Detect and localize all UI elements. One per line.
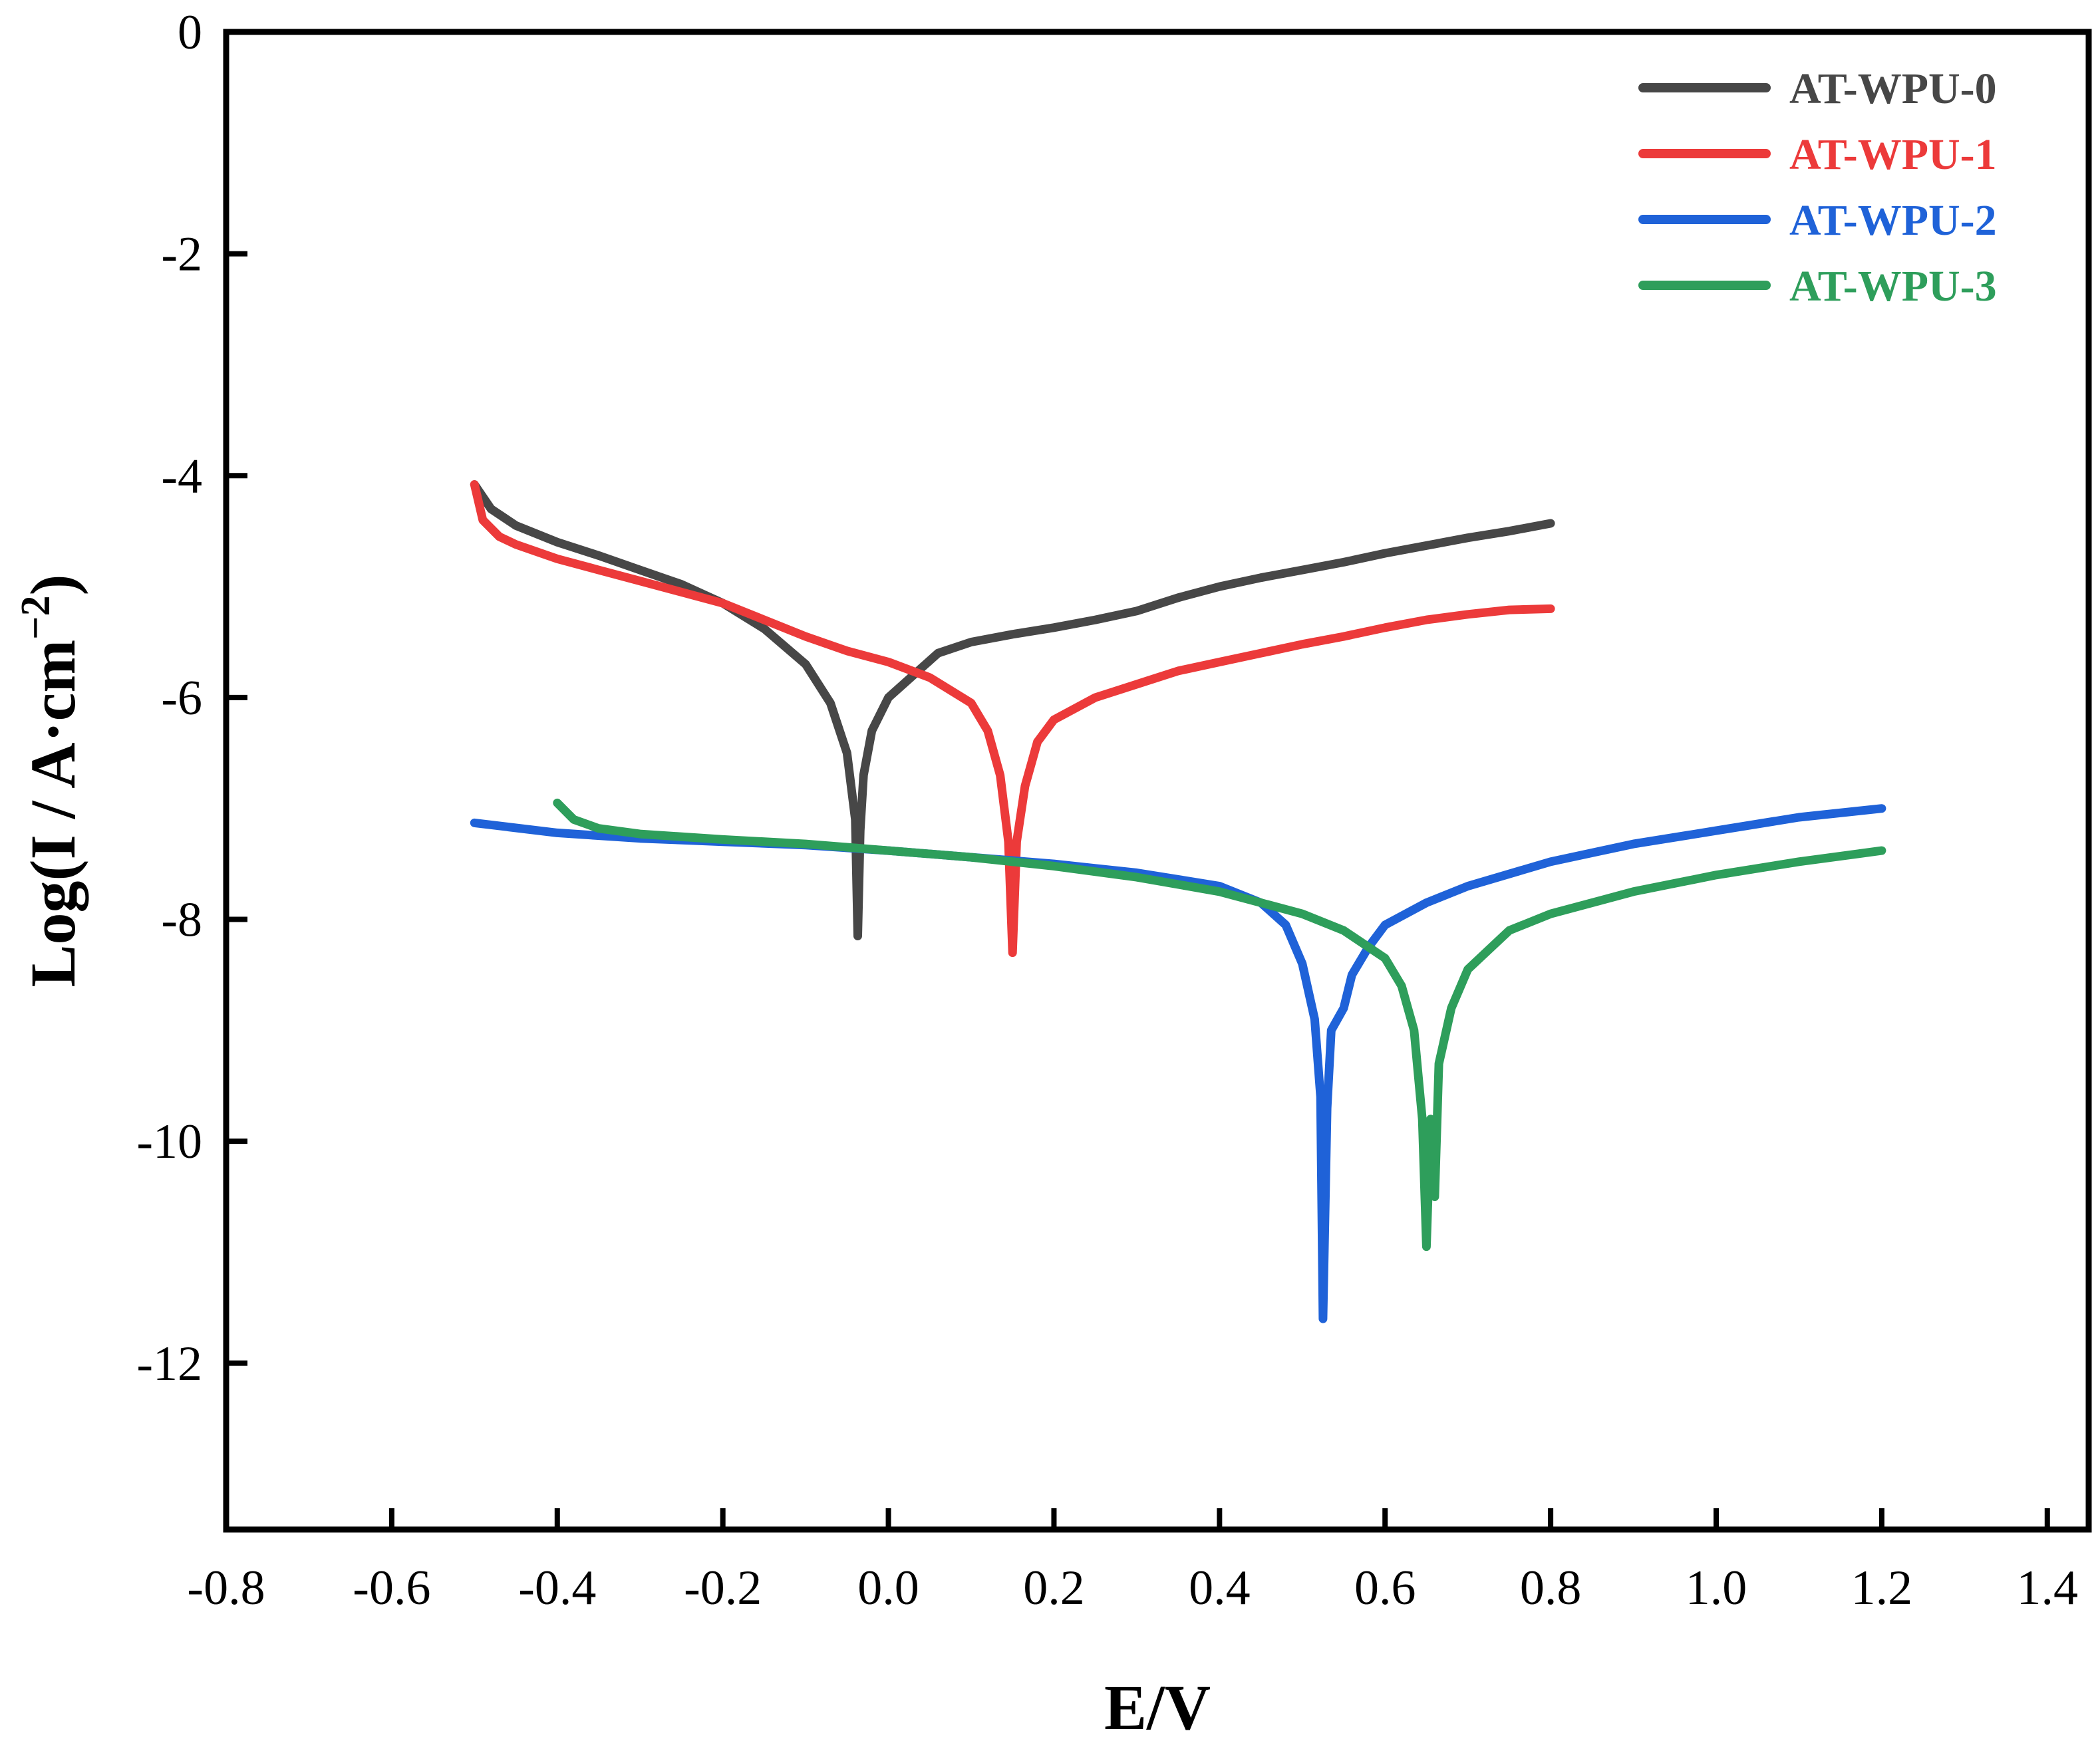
y-axis-title-main: Log(I / A·cm: [17, 640, 88, 988]
x-tick-label: -0.2: [684, 1561, 762, 1615]
series-line-at-wpu-3: [553, 798, 1886, 1252]
legend-label-at-wpu-1: AT-WPU-1: [1789, 130, 1997, 179]
y-axis-title-superscript: −2: [13, 595, 59, 639]
legend-label-at-wpu-2: AT-WPU-2: [1789, 196, 1997, 245]
y-tick-label: -4: [161, 449, 202, 503]
x-tick-label: -0.6: [353, 1561, 430, 1615]
x-axis-title: E/V: [1104, 1672, 1211, 1739]
x-tick-label: 0.0: [857, 1561, 919, 1615]
x-tick-label: -0.8: [187, 1561, 265, 1615]
x-tick-label: -0.4: [518, 1561, 596, 1615]
y-tick-label: -2: [161, 227, 202, 282]
y-axis-title-close: ): [17, 575, 88, 596]
series-line-at-wpu-1: [470, 480, 1555, 958]
x-tick-label: 0.2: [1023, 1561, 1085, 1615]
x-tick-label: 1.2: [1851, 1561, 1913, 1615]
legend: AT-WPU-0 AT-WPU-1 AT-WPU-2 AT-WPU-3: [1638, 65, 1997, 311]
x-tick-label: 1.4: [2017, 1561, 2079, 1615]
y-tick-label: -6: [161, 671, 202, 726]
x-axis-ticks: -0.8 -0.6 -0.4 -0.2 0.0 0.2 0.4 0.6 0.8 1.0 1.2 1.4: [187, 1508, 2078, 1615]
y-axis-ticks: 0 -2 -4 -6 -8 -10 -12: [136, 5, 247, 1391]
y-tick-label: -8: [161, 893, 202, 948]
y-tick-label: 0: [178, 5, 202, 60]
legend-label-at-wpu-0: AT-WPU-0: [1789, 65, 1997, 113]
x-tick-label: 0.6: [1354, 1561, 1416, 1615]
y-tick-label: -12: [136, 1337, 202, 1391]
x-tick-label: 0.8: [1520, 1561, 1582, 1615]
series-layer: [470, 480, 1886, 1323]
plot-frame: [223, 29, 2092, 1533]
x-tick-label: 0.4: [1189, 1561, 1251, 1615]
y-tick-label: -10: [136, 1115, 202, 1169]
series-line-at-wpu-0: [470, 480, 1555, 940]
x-tick-label: 1.0: [1686, 1561, 1747, 1615]
y-axis-title: Log(I / A·cm−2): [13, 575, 88, 988]
legend-label-at-wpu-3: AT-WPU-3: [1789, 262, 1997, 311]
